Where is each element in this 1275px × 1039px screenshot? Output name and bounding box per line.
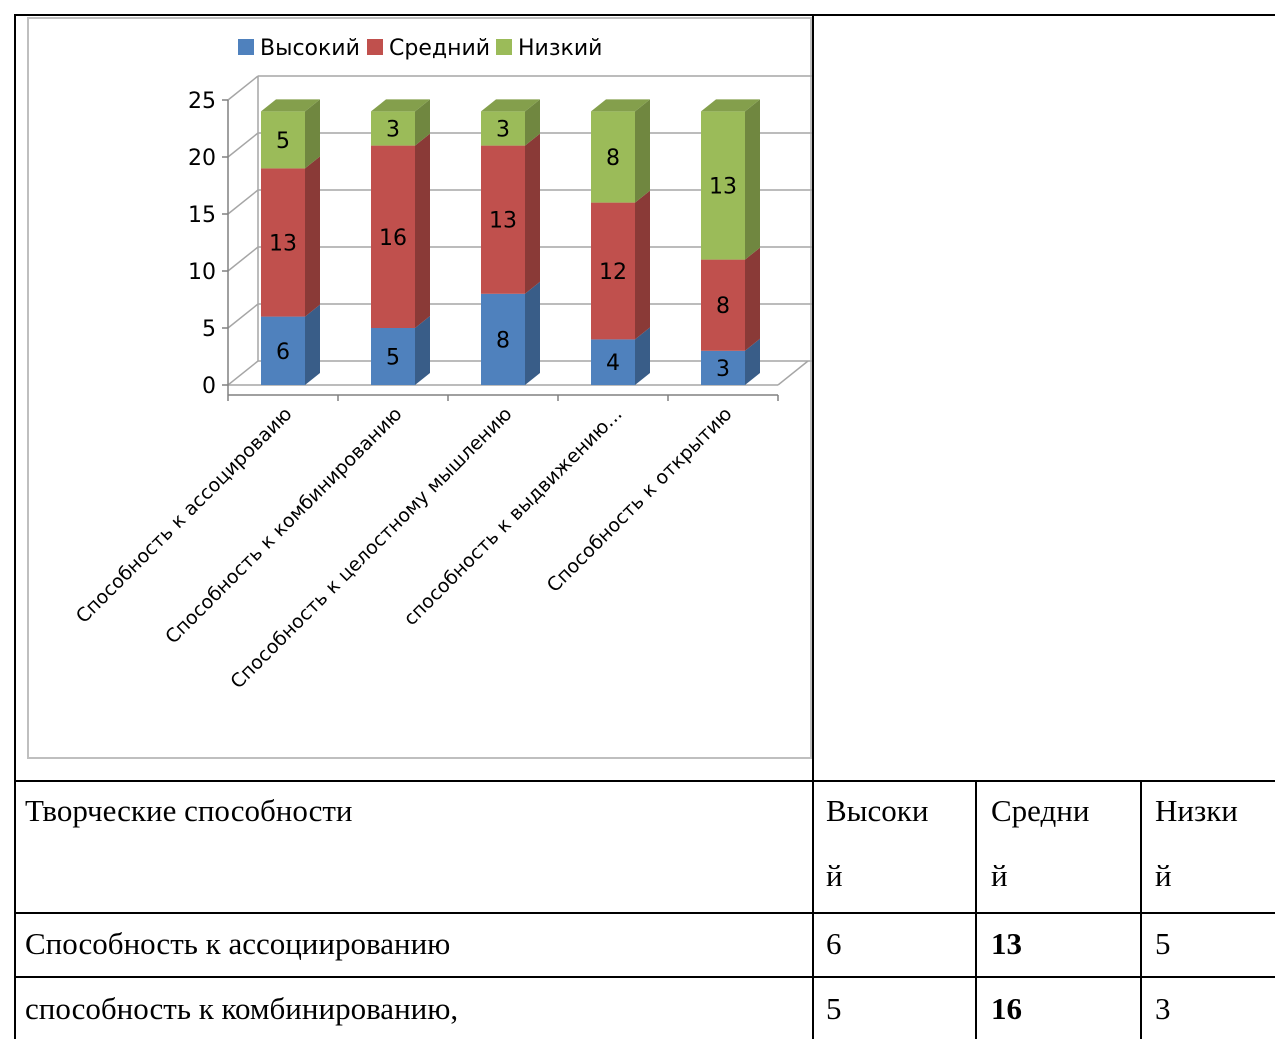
table-row-line-3 <box>14 976 1275 978</box>
bar-top-Низкий <box>371 99 430 112</box>
bar-side-Низкий <box>745 99 760 260</box>
bar-segment-Средний <box>481 145 525 294</box>
data-label: 3 <box>496 118 510 143</box>
bar-segment-Низкий <box>371 111 415 146</box>
bar-segment-Высокий <box>481 293 525 385</box>
y-tick-label: 25 <box>188 89 216 114</box>
table-row-1-high: 6 <box>826 926 842 961</box>
floor-side-edge <box>777 360 809 386</box>
y-tick-label: 15 <box>188 203 216 228</box>
data-label: 8 <box>606 146 620 171</box>
legend-label: Высокий <box>260 36 360 61</box>
y-tick-label: 20 <box>188 146 216 171</box>
bar-side-Средний <box>415 133 430 328</box>
x-category-label: Способность к ассоцироваию <box>72 403 297 628</box>
gridline-diagonal <box>227 246 259 272</box>
bar-segment-Низкий <box>261 111 305 169</box>
y-tick-label: 5 <box>202 317 216 342</box>
bar-segment-Средний <box>701 259 745 351</box>
table-row-line-1 <box>14 780 1275 782</box>
gridline-diagonal <box>227 189 259 215</box>
table-divider-chart <box>812 14 814 1039</box>
bar-top-Низкий <box>261 99 320 112</box>
table-row-2-high: 5 <box>826 991 842 1026</box>
legend-label: Средний <box>389 36 490 61</box>
stacked-bar-chart: 0 5 10 15 20 25 6 13 5 5 16 3 8 13 3 4 12 8 3 8 13 Способност… <box>72 36 812 693</box>
table-row-2-label: способность к комбинированию, <box>25 991 459 1026</box>
data-label: 13 <box>709 175 737 200</box>
bar-side-Высокий <box>305 304 320 385</box>
bar-side-Средний <box>635 190 650 340</box>
bar-segment-Высокий <box>261 316 305 385</box>
bar-segment-Низкий <box>481 111 525 146</box>
bar-top-Низкий <box>591 99 650 112</box>
bar-side-Низкий <box>415 99 430 146</box>
data-label: 5 <box>276 129 290 154</box>
data-label: 3 <box>386 118 400 143</box>
x-category-label: способность к выдвижению... <box>399 403 626 630</box>
legend-swatch <box>496 39 512 55</box>
table-col-line-low <box>1140 780 1142 1039</box>
table-col-line-mid <box>975 780 977 1039</box>
table-header-mid-2: й <box>991 858 1008 893</box>
bar-side-Низкий <box>525 99 540 146</box>
table-row-2-low: 3 <box>1155 991 1171 1026</box>
bar-side-Средний <box>305 156 320 317</box>
table-header-mid-1: Средни <box>991 793 1090 828</box>
x-category-label: Способность к открытию <box>543 403 737 597</box>
legend-swatch <box>367 39 383 55</box>
table-header-high-2: й <box>826 858 843 893</box>
gridline-diagonal <box>227 303 259 329</box>
bar-side-Высокий <box>745 338 760 385</box>
bar-segment-Средний <box>261 168 305 317</box>
bar-top-Низкий <box>481 99 540 112</box>
bar-side-Низкий <box>305 99 320 169</box>
data-label: 12 <box>599 260 627 285</box>
bar-side-Средний <box>745 247 760 351</box>
chart-frame <box>27 17 812 759</box>
data-label: 5 <box>386 346 400 371</box>
gridline-diagonal <box>227 360 259 386</box>
data-label: 3 <box>716 357 730 382</box>
data-label: 13 <box>269 232 297 257</box>
table-row-line-2 <box>14 912 1275 914</box>
bar-top-Низкий <box>701 99 760 112</box>
bar-side-Низкий <box>635 99 650 203</box>
table-header-high-1: Высоки <box>826 793 929 828</box>
bar-segment-Высокий <box>371 328 415 385</box>
data-label: 13 <box>489 209 517 234</box>
bar-side-Средний <box>525 133 540 294</box>
bar-segment-Средний <box>591 202 635 340</box>
bar-segment-Средний <box>371 145 415 328</box>
table-row-1-low: 5 <box>1155 926 1171 961</box>
x-category-label: Способность к комбинированию <box>161 403 406 648</box>
bar-segment-Низкий <box>591 111 635 203</box>
gridline-diagonal <box>227 75 259 101</box>
gridline-diagonal <box>227 132 259 158</box>
legend-label: Низкий <box>518 36 602 61</box>
table-header-label: Творческие способности <box>25 793 353 828</box>
table-header-low-2: й <box>1155 858 1172 893</box>
bar-side-Высокий <box>635 327 650 385</box>
table-header-low-1: Низки <box>1155 793 1238 828</box>
data-label: 8 <box>716 294 730 319</box>
data-label: 16 <box>379 226 407 251</box>
bar-segment-Низкий <box>701 111 745 260</box>
data-label: 4 <box>606 351 620 376</box>
bar-segment-Высокий <box>701 350 745 385</box>
bar-side-Высокий <box>415 316 430 385</box>
table-row-1-mid: 13 <box>991 926 1022 961</box>
y-tick-label: 10 <box>188 260 216 285</box>
y-tick-label: 0 <box>202 374 216 399</box>
data-label: 8 <box>496 328 510 353</box>
table-row-2-mid: 16 <box>991 991 1022 1026</box>
bar-side-Высокий <box>525 281 540 385</box>
bar-segment-Высокий <box>591 339 635 385</box>
table-border-left <box>14 14 16 1039</box>
table-row-1-label: Способность к ассоциированию <box>25 926 451 961</box>
data-label: 6 <box>276 340 290 365</box>
table-border-top <box>14 14 1275 16</box>
legend-swatch <box>238 39 254 55</box>
